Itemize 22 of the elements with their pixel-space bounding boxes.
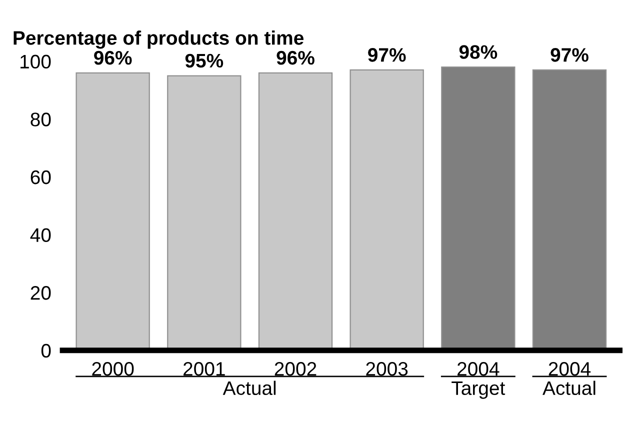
y-tick-label: 80 — [30, 112, 51, 126]
data-label: 97% — [550, 48, 588, 62]
text: Actual — [542, 380, 596, 396]
x-tick-label: 2003 — [366, 362, 408, 376]
data-label: 96% — [94, 50, 132, 65]
y-tick-label: 60 — [30, 170, 51, 184]
y-tick-label: 0 — [41, 344, 51, 358]
x-tick-label: 2000 — [92, 362, 134, 376]
chart-title: Percentage of products on time — [14, 30, 304, 49]
x-tick-label: 2001 — [184, 362, 225, 376]
text: Target — [452, 381, 506, 399]
y-tick-label: 100 — [20, 54, 51, 69]
x-tick-label: 2004 — [548, 362, 591, 376]
data-label: 98% — [459, 45, 498, 59]
y-tick-label: 20 — [30, 286, 51, 300]
text: Actual — [222, 380, 276, 396]
data-label: 97% — [368, 48, 406, 62]
y-tick-label: 40 — [30, 228, 51, 242]
x-tick-label: 2002 — [274, 362, 316, 376]
data-label: 96% — [276, 50, 314, 65]
data-label: 95% — [185, 54, 224, 68]
x-tick-label: 2004 — [458, 362, 500, 376]
